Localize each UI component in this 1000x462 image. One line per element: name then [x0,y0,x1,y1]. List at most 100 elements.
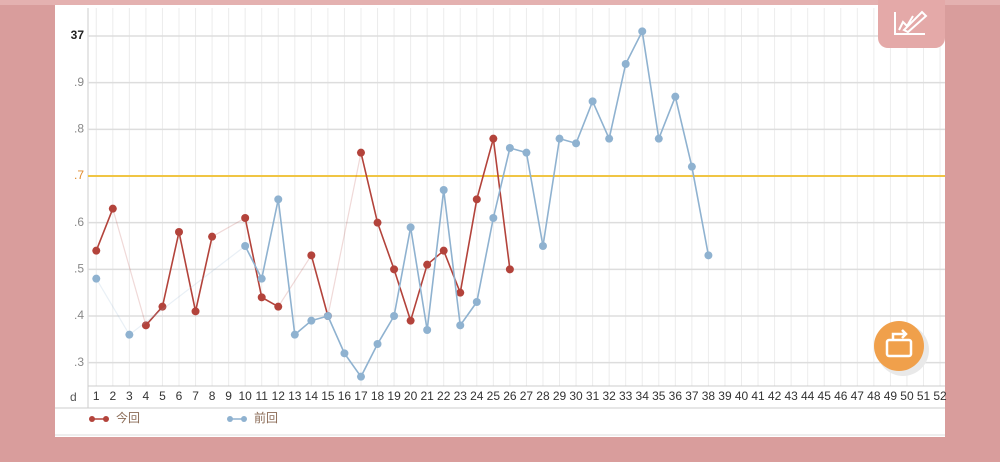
data-point [472,195,481,204]
x-tick-label: 49 [884,389,898,403]
x-tick-label: 29 [553,389,567,403]
x-tick-label: 1 [93,389,100,403]
x-tick-label: 41 [751,389,765,403]
data-point [572,139,581,148]
y-tick-label: .6 [74,215,84,229]
data-point [274,195,283,204]
x-tick-label: 24 [470,389,484,403]
x-tick-label: 26 [503,389,517,403]
x-tick-label: 15 [321,389,335,403]
data-point [423,260,432,269]
series-line [95,208,114,251]
x-tick-label: 20 [404,389,418,403]
data-point [439,246,448,255]
x-tick-label: 33 [619,389,633,403]
x-tick-label: 35 [652,389,666,403]
y-tick-label: .8 [74,122,84,136]
x-tick-label: 11 [255,389,268,403]
data-point [605,134,614,143]
x-tick-label: 46 [834,389,848,403]
x-tick-label: 52 [933,389,947,403]
x-tick-label: 51 [917,389,931,403]
data-point [555,134,564,143]
data-point [638,27,647,36]
data-point [356,372,365,381]
data-point [538,242,547,250]
x-tick-label: 8 [209,389,216,403]
data-point [108,204,117,213]
legend-dot [103,416,109,422]
data-point [191,307,200,316]
data-point [456,321,465,330]
y-tick-label: 37 [71,28,85,42]
data-point [489,134,498,143]
data-point [704,251,713,260]
series-line [310,255,329,317]
data-point [373,218,382,227]
x-tick-label: 42 [768,389,782,403]
legend-label: 今回 [116,410,140,425]
x-tick-label: 38 [702,389,716,403]
data-point [92,274,101,283]
data-point [290,330,299,339]
data-point [307,251,316,260]
x-tick-label: 6 [176,389,183,403]
data-point [208,232,217,241]
top-bar [0,0,1000,5]
data-point [522,148,531,157]
data-point [687,162,696,171]
x-tick-label: 17 [354,389,368,403]
data-point [356,148,365,157]
data-point [125,330,134,339]
y-tick-label: .4 [74,308,84,322]
data-point [423,326,432,334]
x-tick-label: 45 [818,389,832,403]
data-point [390,265,399,274]
data-point [489,214,498,222]
x-tick-label: 5 [159,389,166,403]
x-tick-label: 37 [685,389,699,403]
gap-bridge [327,152,362,317]
gap-bridge [277,255,312,307]
x-tick-label: 32 [602,389,616,403]
x-tick-label: 21 [420,389,434,403]
data-point [141,321,150,330]
x-tick-label: 3 [126,389,133,403]
x-tick-label: 12 [272,389,286,403]
x-tick-label: 7 [192,389,199,403]
data-point [274,302,283,311]
x-tick-label: 13 [288,389,302,403]
data-point [257,274,266,283]
x-tick-label: 47 [851,389,865,403]
data-point [671,92,680,101]
x-axis-label: d [70,390,77,404]
gap-bridge [95,278,130,335]
legend-dot [89,416,95,422]
x-tick-label: 30 [569,389,583,403]
chart-area [55,5,945,437]
x-tick-label: 4 [143,389,150,403]
x-tick-label: 9 [225,389,232,403]
x-tick-label: 2 [109,389,116,403]
data-point [588,97,597,106]
share-button[interactable] [874,321,929,376]
x-tick-label: 48 [867,389,881,403]
data-point [323,312,332,320]
edit-button[interactable] [878,0,945,48]
x-tick-label: 44 [801,389,815,403]
x-tick-label: 39 [718,389,732,403]
x-tick-label: 50 [900,389,914,403]
x-tick-label: 10 [238,389,252,403]
x-tick-label: 22 [437,389,451,403]
x-tick-label: 23 [454,389,468,403]
data-point [390,312,399,320]
x-tick-label: 28 [536,389,550,403]
x-tick-label: 19 [387,389,401,403]
data-point [241,214,250,222]
y-tick-label: .3 [74,355,84,369]
data-point [307,316,316,325]
data-point [257,293,266,302]
data-point [92,246,101,255]
